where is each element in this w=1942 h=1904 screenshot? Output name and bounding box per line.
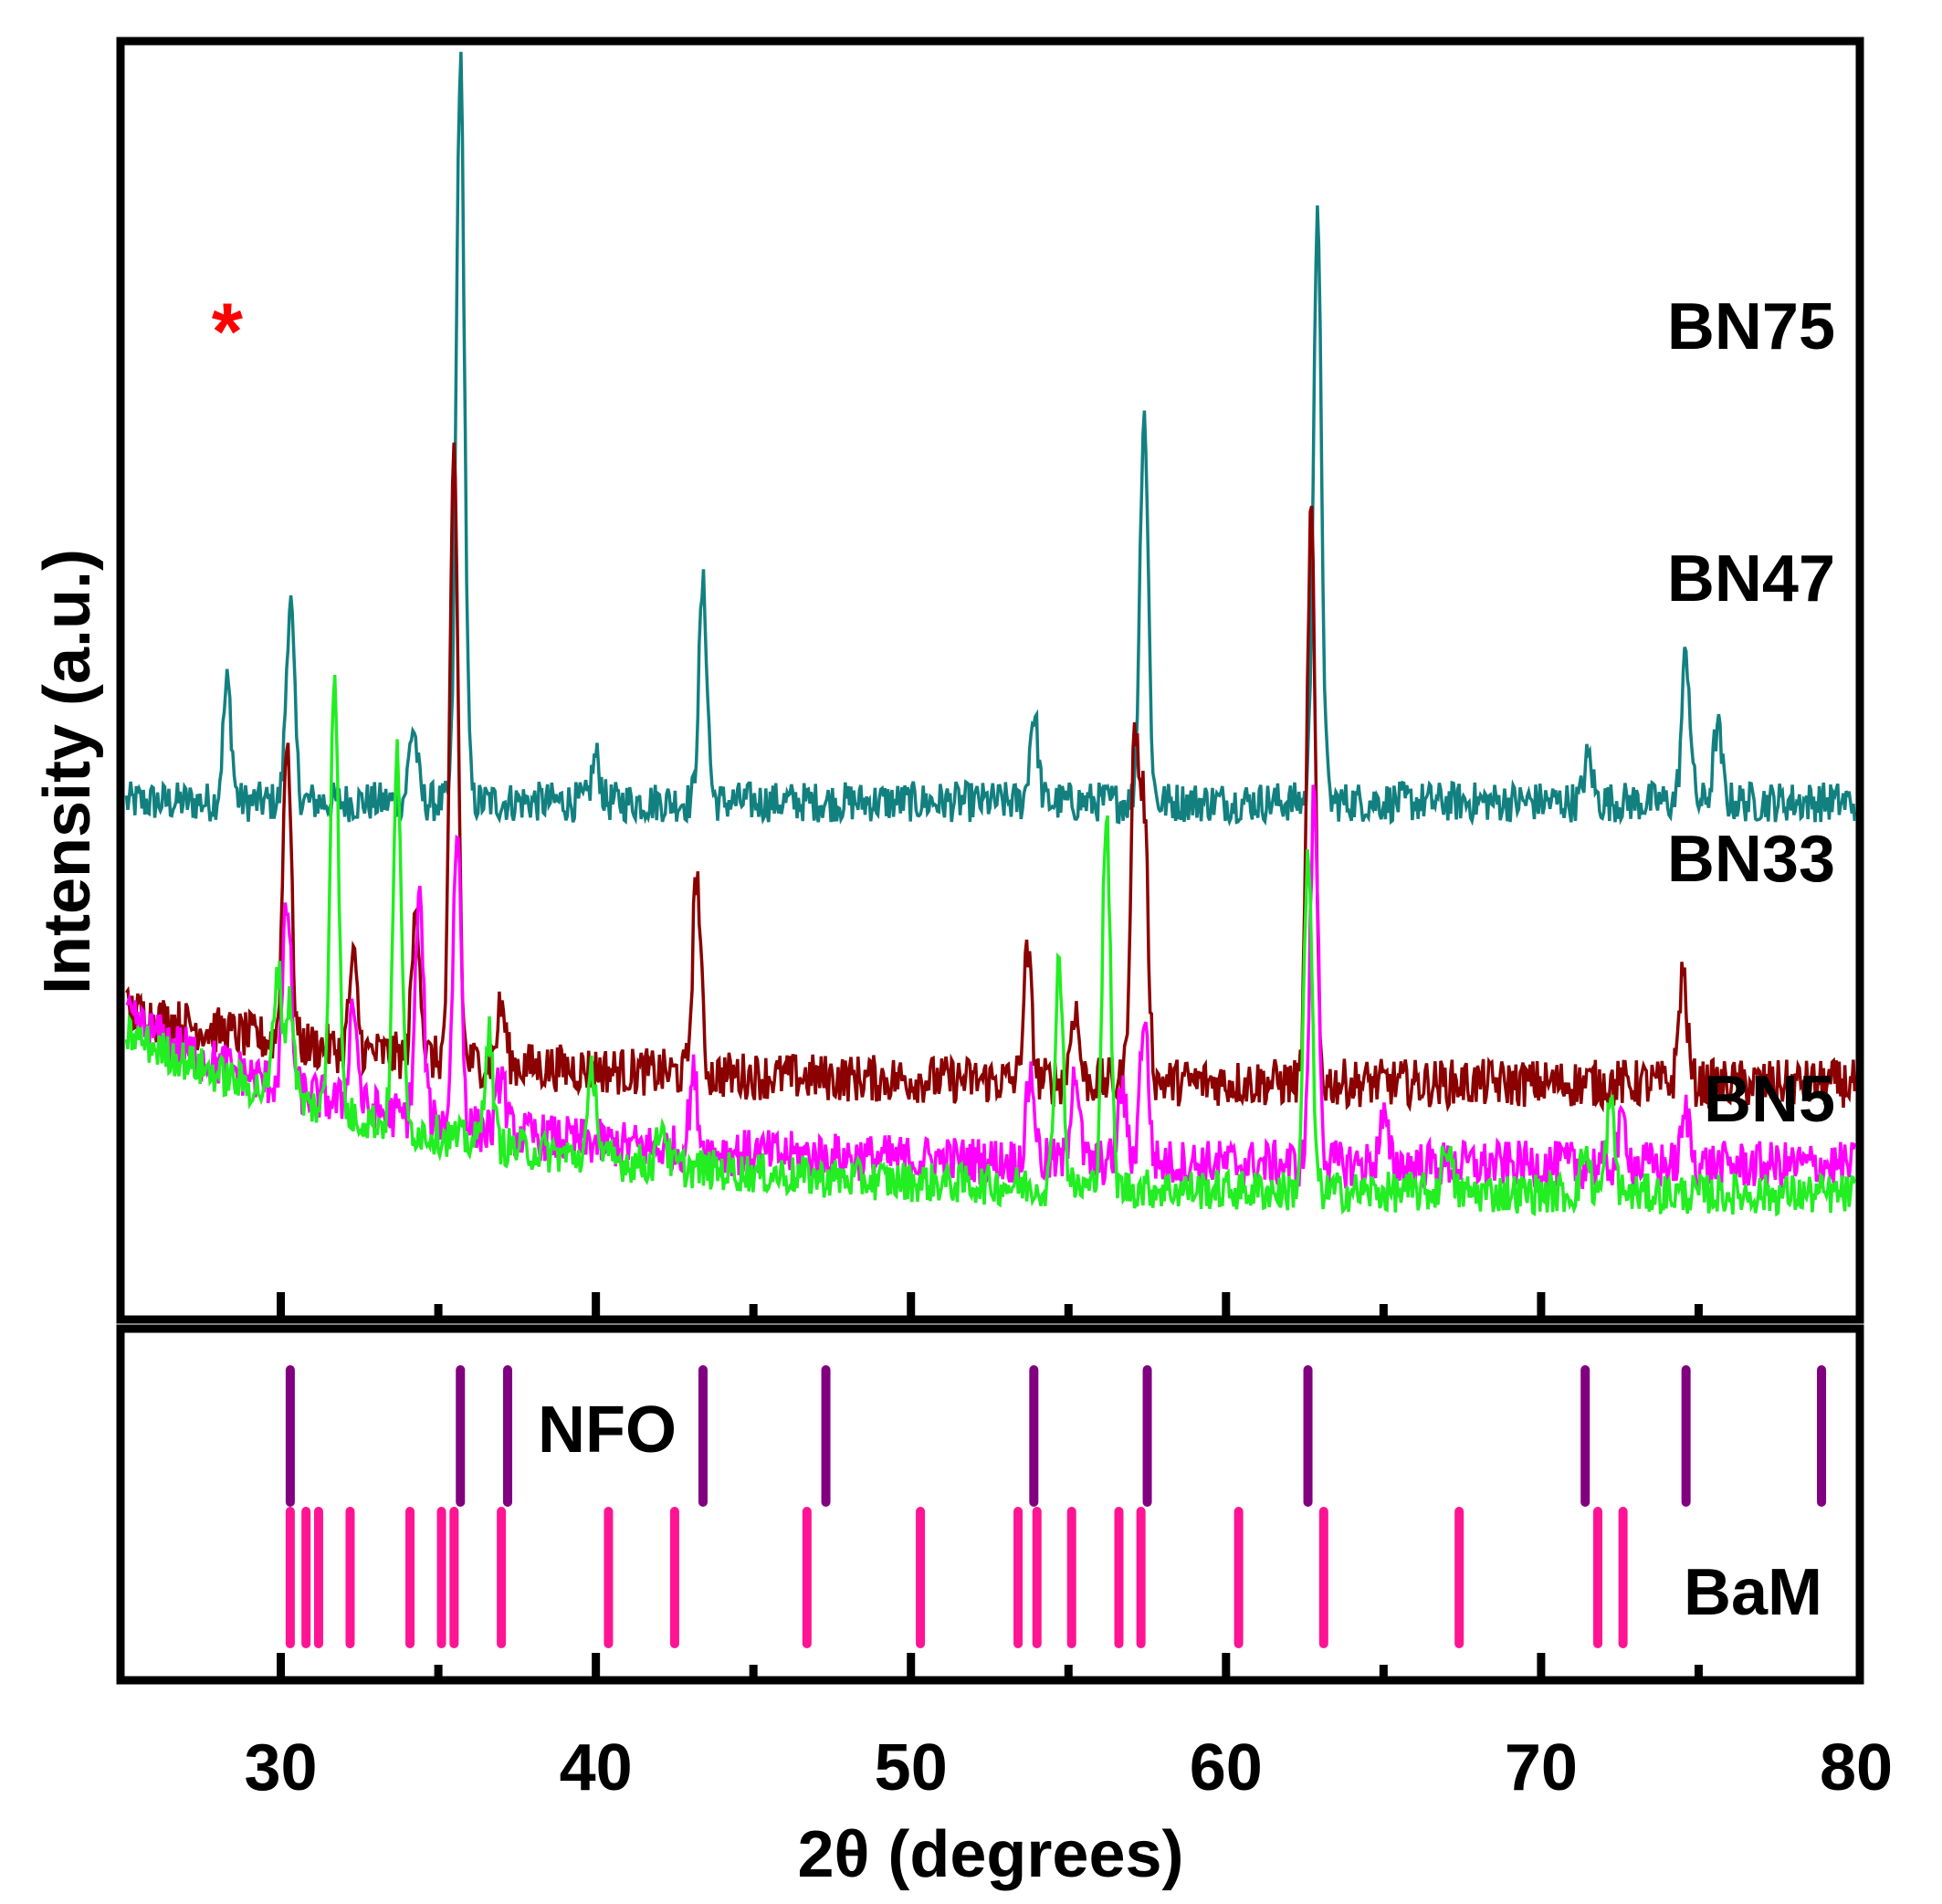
series-label-bn47: BN47 [1667,542,1835,615]
x-tick-label-50: 50 [875,1731,948,1804]
reference-label-nfo: NFO [538,1394,677,1467]
x-tick-labels: 30 40 50 60 70 80 [244,1731,1893,1804]
series-label-bn5: BN5 [1704,1063,1835,1136]
pattern-series-group [124,51,1857,1217]
reference-lines-group [285,1365,1827,1648]
pattern-panel-frame [116,37,1864,1324]
x-axis-label: 2θ (degrees) [797,1818,1183,1891]
series-line-bn33 [125,784,1857,1191]
bottom-panel-x-ticks [277,1653,1703,1677]
top-panel-x-ticks [277,1292,1703,1316]
series-line-bn5 [124,674,1857,1217]
x-tick-label-40: 40 [560,1731,633,1804]
impurity-star-marker: * [212,286,244,376]
x-tick-label-30: 30 [244,1731,317,1804]
series-label-bn75: BN75 [1667,290,1835,363]
x-tick-label-80: 80 [1820,1731,1893,1804]
x-tick-label-70: 70 [1505,1731,1578,1804]
y-axis-label: Intensity (a.u.) [31,549,104,994]
reference-label-bam: BaM [1684,1556,1822,1629]
reference-panel-frame [116,1324,1864,1685]
x-tick-label-60: 60 [1190,1731,1263,1804]
series-label-bn33: BN33 [1667,823,1835,896]
series-line-bn47 [125,442,1857,1113]
pattern-labels-group: BN75 BN47 BN33 BN5 [1667,290,1835,1136]
nfo-label-background [514,1393,697,1470]
series-line-bn75 [124,51,1857,827]
